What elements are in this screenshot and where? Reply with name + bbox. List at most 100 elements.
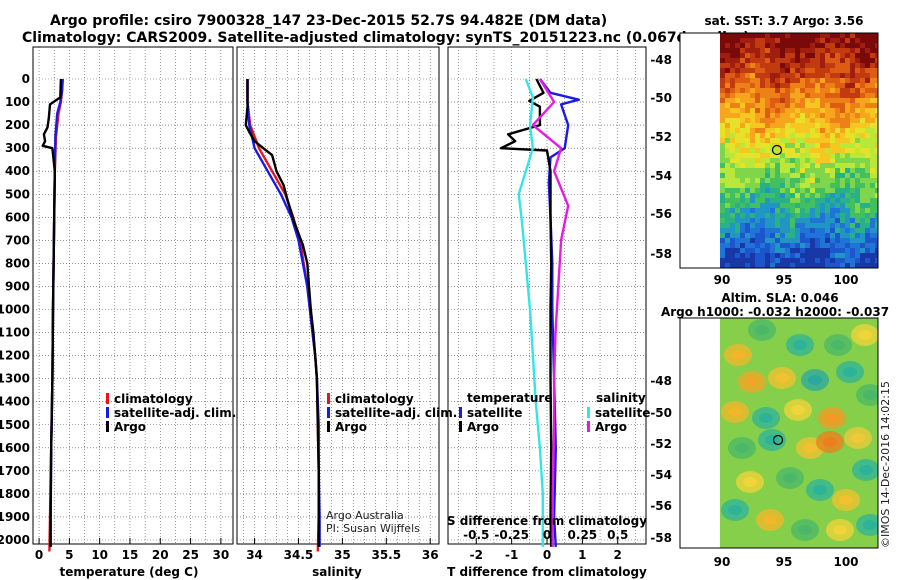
sst-cell xyxy=(765,198,771,204)
sst-cell xyxy=(810,93,816,99)
sst-cell xyxy=(730,228,736,234)
sst-cell xyxy=(725,218,731,224)
sst-cell xyxy=(785,163,791,169)
sst-cell xyxy=(785,38,791,44)
sst-cell xyxy=(850,218,856,224)
sla-blob-core xyxy=(808,375,822,385)
sst-cell xyxy=(730,108,736,114)
sst-cell xyxy=(745,43,751,49)
sst-cell xyxy=(730,183,736,189)
sst-cell xyxy=(725,178,731,184)
x-tick-label: 0 xyxy=(35,548,43,562)
sst-cell xyxy=(725,83,731,89)
sst-cell xyxy=(780,173,786,179)
sst-cell xyxy=(810,233,816,239)
sst-cell xyxy=(800,188,806,194)
sst-cell xyxy=(750,113,756,119)
sst-cell xyxy=(855,243,861,249)
sst-cell xyxy=(855,128,861,134)
sst-cell xyxy=(755,78,761,84)
sst-cell xyxy=(795,178,801,184)
sst-cell xyxy=(760,198,766,204)
sst-cell xyxy=(795,43,801,49)
sst-cell xyxy=(760,53,766,59)
sst-cell xyxy=(845,68,851,74)
sst-cell xyxy=(850,48,856,54)
sst-cell xyxy=(835,148,841,154)
sst-cell xyxy=(725,228,731,234)
sst-cell xyxy=(790,158,796,164)
credit-line1: Argo Australia xyxy=(326,509,404,522)
sst-cell xyxy=(865,163,871,169)
sst-cell xyxy=(740,153,746,159)
sla-blob-core xyxy=(759,413,773,423)
series-layer xyxy=(41,78,580,552)
sst-cell xyxy=(720,93,726,99)
sst-cell xyxy=(865,213,871,219)
sst-cell xyxy=(790,213,796,219)
sst-cell xyxy=(725,38,731,44)
sst-cell xyxy=(875,98,878,104)
sst-cell xyxy=(810,58,816,64)
sst-cell xyxy=(835,133,841,139)
depth-tick-label: 1000 xyxy=(0,303,30,317)
legend-argo-label: Argo xyxy=(335,420,367,434)
sst-cell xyxy=(760,118,766,124)
sst-cell xyxy=(860,58,866,64)
sst-cell xyxy=(840,93,846,99)
sst-cell xyxy=(840,183,846,189)
sst-cell xyxy=(860,208,866,214)
sst-cell xyxy=(735,88,741,94)
sst-cell xyxy=(770,183,776,189)
sst-cell xyxy=(720,233,726,239)
sst-cell xyxy=(845,148,851,154)
sst-cell xyxy=(765,63,771,69)
sst-cell xyxy=(750,168,756,174)
sst-cell xyxy=(800,203,806,209)
sst-cell xyxy=(835,193,841,199)
sst-cell xyxy=(860,193,866,199)
sst-cell xyxy=(730,148,736,154)
sst-cell xyxy=(740,63,746,69)
sst-cell xyxy=(840,258,846,264)
sst-cell xyxy=(860,113,866,119)
sst-cell xyxy=(735,198,741,204)
sst-cell xyxy=(745,108,751,114)
sst-cell xyxy=(805,188,811,194)
sst-cell xyxy=(745,238,751,244)
sst-cell xyxy=(870,193,876,199)
sst-cell xyxy=(765,263,771,268)
sst-cell xyxy=(865,148,871,154)
sst-cell xyxy=(770,173,776,179)
depth-tick-label: 1600 xyxy=(0,441,30,455)
sst-cell xyxy=(870,68,876,74)
sst-cell xyxy=(830,108,836,114)
sst-cell xyxy=(745,138,751,144)
sst-cell xyxy=(815,43,821,49)
sst-cell xyxy=(865,143,871,149)
sst-cell xyxy=(745,83,751,89)
sst-cell xyxy=(835,263,841,268)
sst-cell xyxy=(755,213,761,219)
sst-cell xyxy=(770,58,776,64)
sst-cell xyxy=(790,218,796,224)
sst-cell xyxy=(750,108,756,114)
sst-cell xyxy=(820,33,826,39)
sst-cell xyxy=(840,33,846,39)
salinity-panel-frame xyxy=(236,46,440,545)
sst-cell xyxy=(835,203,841,209)
sst-cell xyxy=(850,123,856,129)
sst-cell xyxy=(765,153,771,159)
sst-cell xyxy=(730,103,736,109)
sst-cell xyxy=(815,263,821,268)
sst-cell xyxy=(810,248,816,254)
sst-cell xyxy=(740,138,746,144)
sst-cell xyxy=(775,253,781,259)
sst-cell xyxy=(845,93,851,99)
sst-cell xyxy=(795,213,801,219)
sst-cell xyxy=(765,138,771,144)
x-tick-label: 34 xyxy=(246,548,263,562)
sst-cell xyxy=(865,58,871,64)
sst-cell xyxy=(725,163,731,169)
sst-cell xyxy=(835,183,841,189)
